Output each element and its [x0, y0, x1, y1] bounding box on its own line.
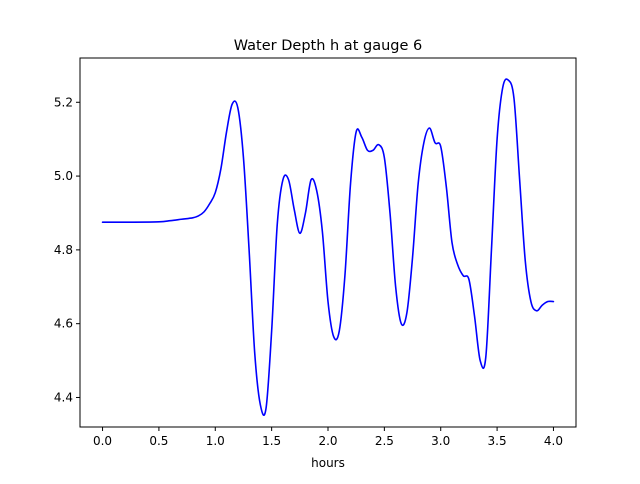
y-tick-label: 5.2: [54, 95, 73, 109]
x-tick-label: 3.5: [488, 434, 507, 448]
x-tick-label: 0.0: [93, 434, 112, 448]
x-axis-label: hours: [311, 456, 345, 470]
plot-area: [101, 78, 555, 417]
x-tick-label: 0.5: [149, 434, 168, 448]
x-tick-label: 1.5: [262, 434, 281, 448]
chart-title: Water Depth h at gauge 6: [234, 38, 422, 54]
series-line-0: [101, 78, 555, 417]
x-tick-label: 1.0: [206, 434, 225, 448]
y-tick-label: 4.8: [54, 243, 73, 257]
y-axis: 4.4 4.6 4.8 5.0 5.2: [54, 95, 80, 404]
x-tick-label: 2.5: [375, 434, 394, 448]
y-tick-label: 4.4: [54, 390, 73, 404]
y-tick-label: 5.0: [54, 169, 73, 183]
axes-frame: [79, 57, 577, 428]
x-tick-label: 4.0: [544, 434, 563, 448]
x-axis: 0.0 0.5 1.0 1.5 2.0 2.5 3.0 3.5 4.0: [93, 427, 563, 448]
x-tick-label: 2.0: [318, 434, 337, 448]
x-tick-label: 3.0: [431, 434, 450, 448]
y-tick-label: 4.6: [54, 317, 73, 331]
